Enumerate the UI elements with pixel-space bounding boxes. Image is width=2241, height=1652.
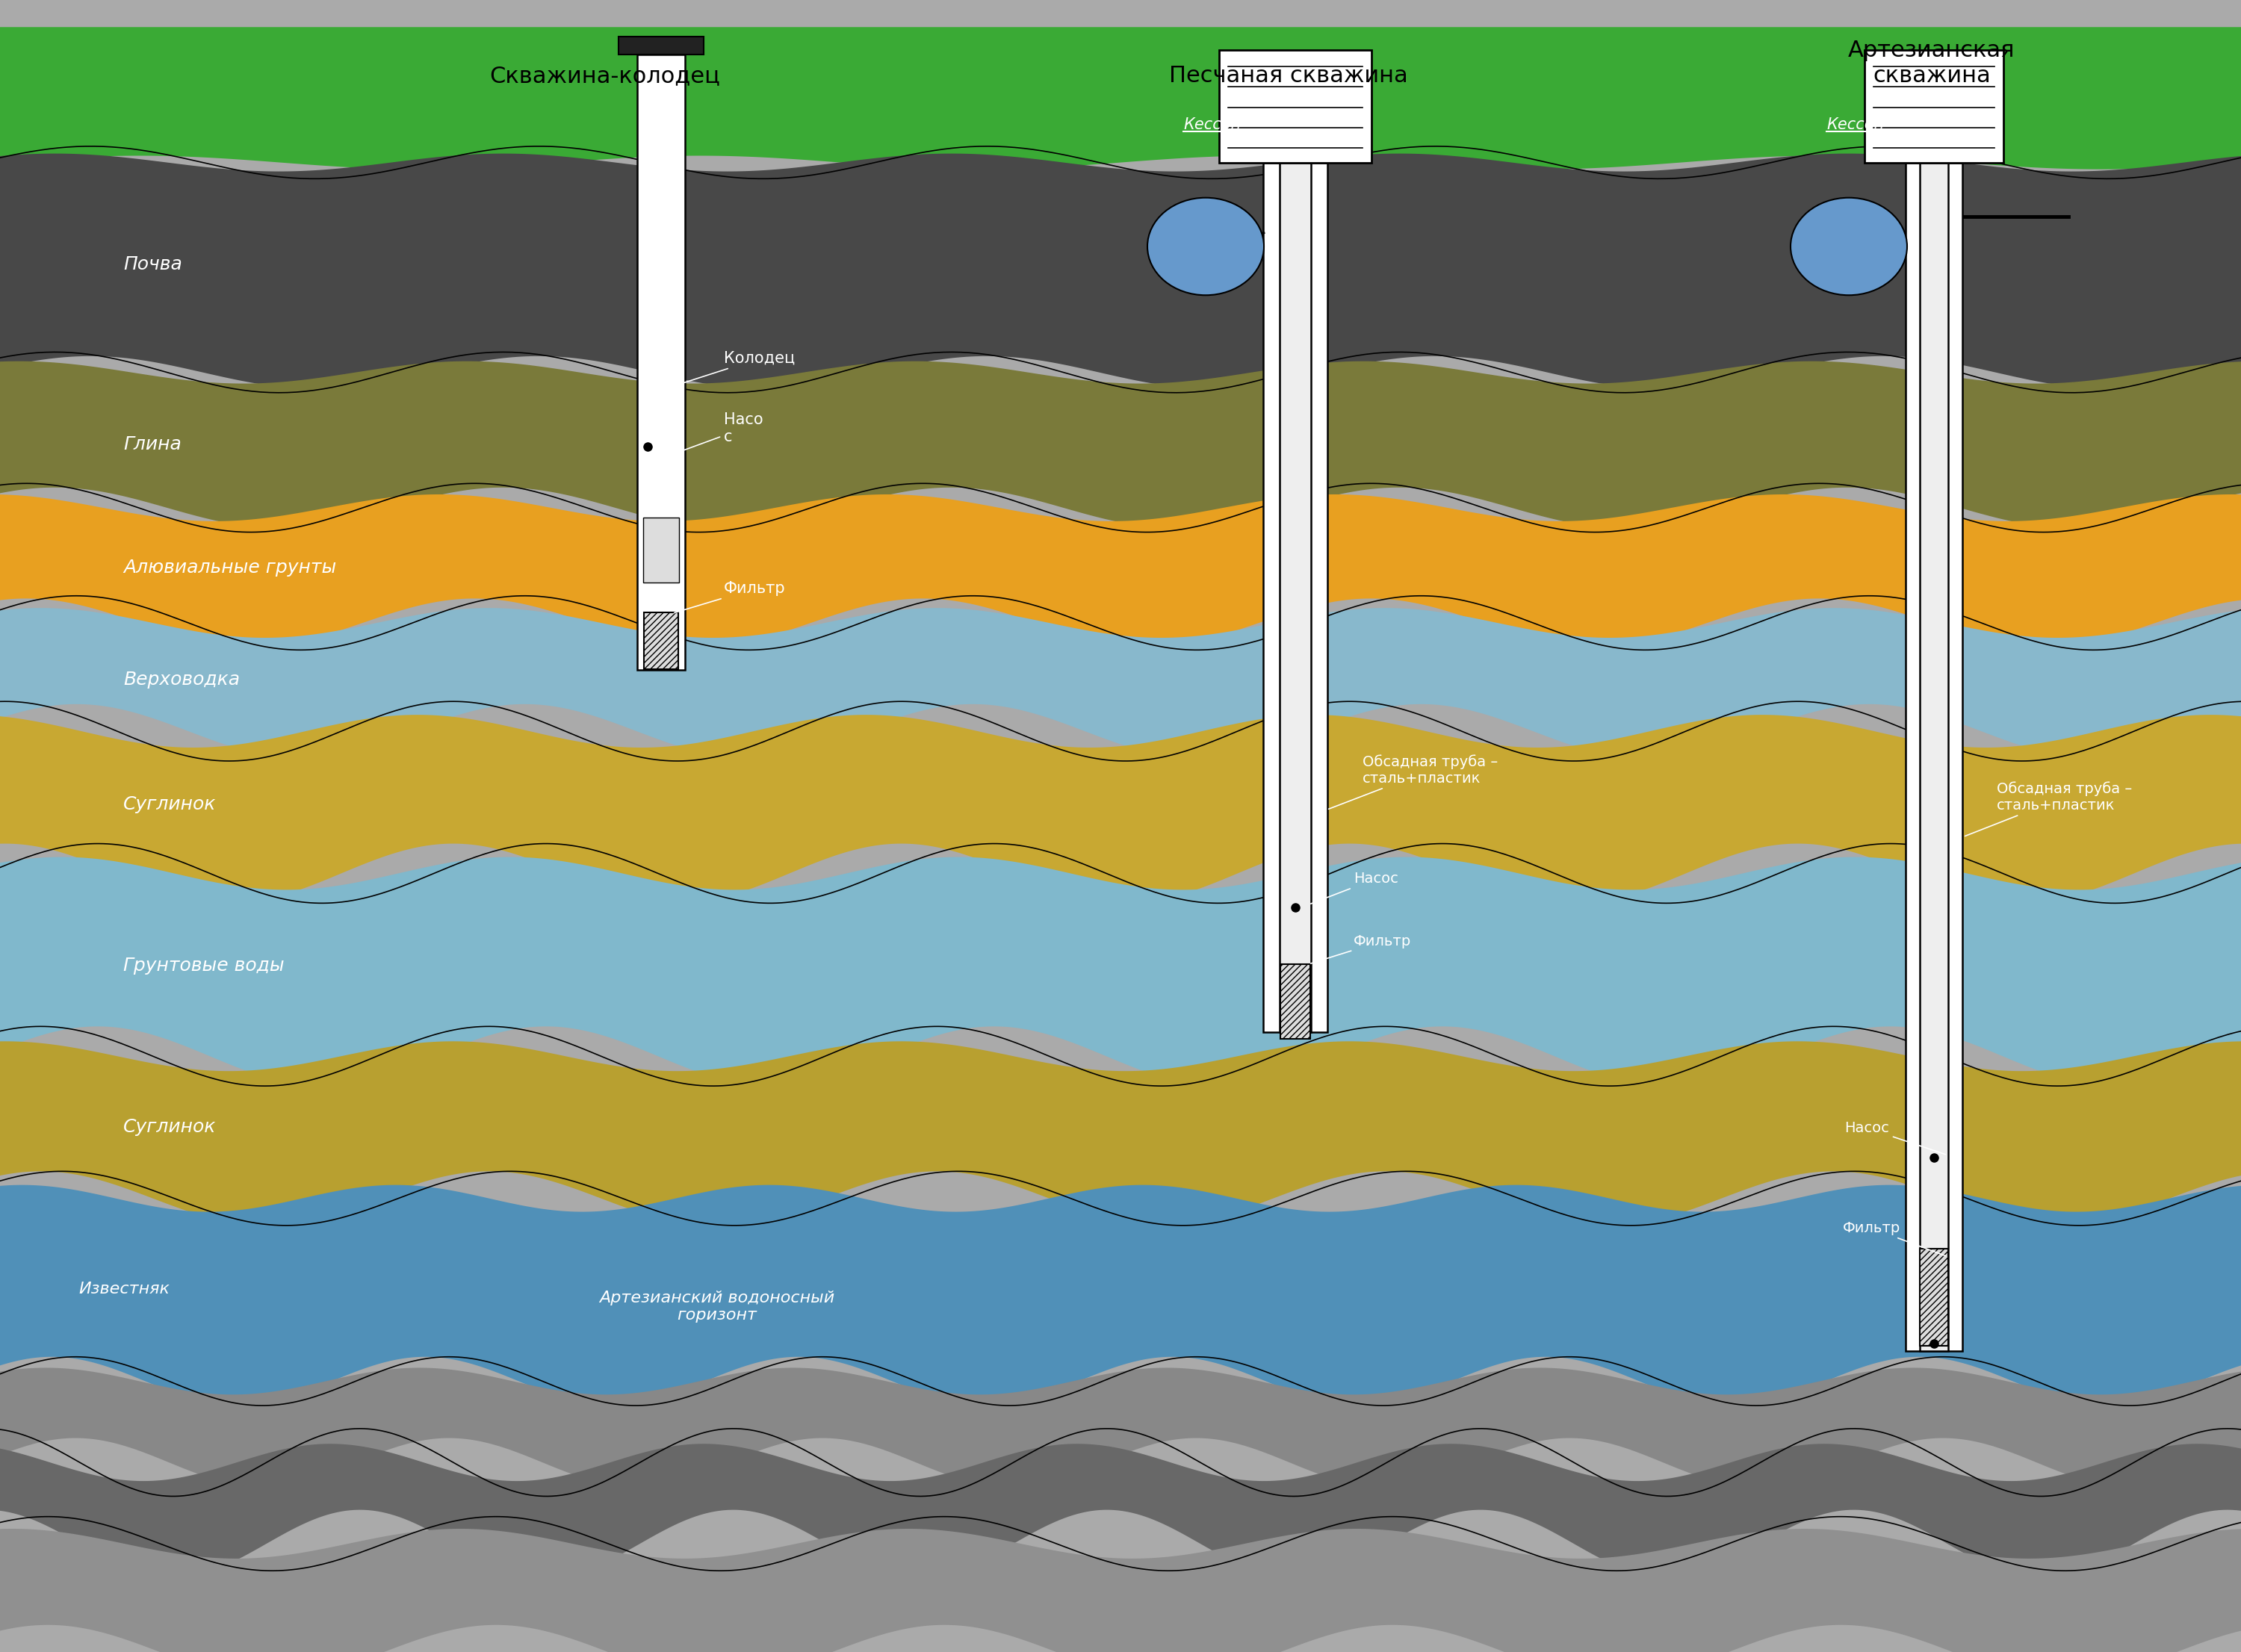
Text: Фильтр: Фильтр bbox=[1311, 933, 1412, 963]
Bar bbox=[1905, 162, 1963, 1351]
Text: Насос: Насос bbox=[1311, 872, 1398, 904]
Bar bbox=[643, 611, 679, 669]
Text: Кессон: Кессон bbox=[1826, 117, 1885, 132]
Text: Грунтовые воды: Грунтовые воды bbox=[123, 957, 285, 975]
Bar bbox=[643, 517, 679, 582]
Polygon shape bbox=[0, 1184, 2241, 1406]
Bar bbox=[1280, 162, 1311, 1033]
Ellipse shape bbox=[1147, 198, 1264, 296]
Text: Фильтр: Фильтр bbox=[1842, 1221, 1945, 1256]
Polygon shape bbox=[0, 608, 2241, 758]
Polygon shape bbox=[0, 1041, 2241, 1226]
Text: Суглинок: Суглинок bbox=[123, 795, 215, 813]
Text: Верховодка: Верховодка bbox=[123, 671, 240, 689]
Text: Артезианская
скважина: Артезианская скважина bbox=[1849, 40, 2015, 86]
Text: Почва: Почва bbox=[123, 254, 182, 273]
Bar bbox=[1865, 50, 2003, 162]
Bar bbox=[1219, 50, 1371, 162]
Polygon shape bbox=[0, 362, 2241, 529]
Text: Обсадная труба –
сталь+пластик: Обсадная труба – сталь+пластик bbox=[1329, 755, 1497, 809]
Text: Суглинок: Суглинок bbox=[123, 1118, 215, 1135]
Bar bbox=[1921, 162, 1947, 1351]
Polygon shape bbox=[0, 26, 2241, 169]
Bar bbox=[619, 36, 704, 55]
Text: Артезианский водоносный
горизонт: Артезианский водоносный горизонт bbox=[598, 1290, 836, 1323]
Text: Песчаная скважина: Песчаная скважина bbox=[1170, 64, 1407, 86]
Polygon shape bbox=[0, 1444, 2241, 1578]
Text: Насо
с: Насо с bbox=[666, 411, 764, 458]
Bar bbox=[1921, 1249, 1947, 1346]
Text: Глина: Глина bbox=[123, 434, 182, 453]
Polygon shape bbox=[0, 857, 2241, 1085]
Text: Алювиальные грунты: Алювиальные грунты bbox=[123, 558, 336, 577]
Bar bbox=[636, 55, 686, 671]
Ellipse shape bbox=[1791, 198, 1907, 296]
Text: Скважина-колодец: Скважина-колодец bbox=[491, 64, 719, 86]
Text: Насос: Насос bbox=[1844, 1120, 1945, 1155]
Bar bbox=[1280, 965, 1311, 1039]
Polygon shape bbox=[0, 154, 2241, 388]
Text: Кессон: Кессон bbox=[1183, 117, 1242, 132]
Polygon shape bbox=[0, 715, 2241, 904]
Text: Обсадная труба –
сталь+пластик: Обсадная труба – сталь+пластик bbox=[1965, 781, 2131, 836]
Text: Колодец: Колодец bbox=[668, 350, 796, 388]
Bar bbox=[1264, 162, 1327, 1033]
Text: Фильтр: Фильтр bbox=[675, 582, 787, 613]
Polygon shape bbox=[0, 1528, 2241, 1652]
Text: Известняк: Известняк bbox=[78, 1282, 170, 1297]
Polygon shape bbox=[0, 494, 2241, 648]
Polygon shape bbox=[0, 1368, 2241, 1487]
